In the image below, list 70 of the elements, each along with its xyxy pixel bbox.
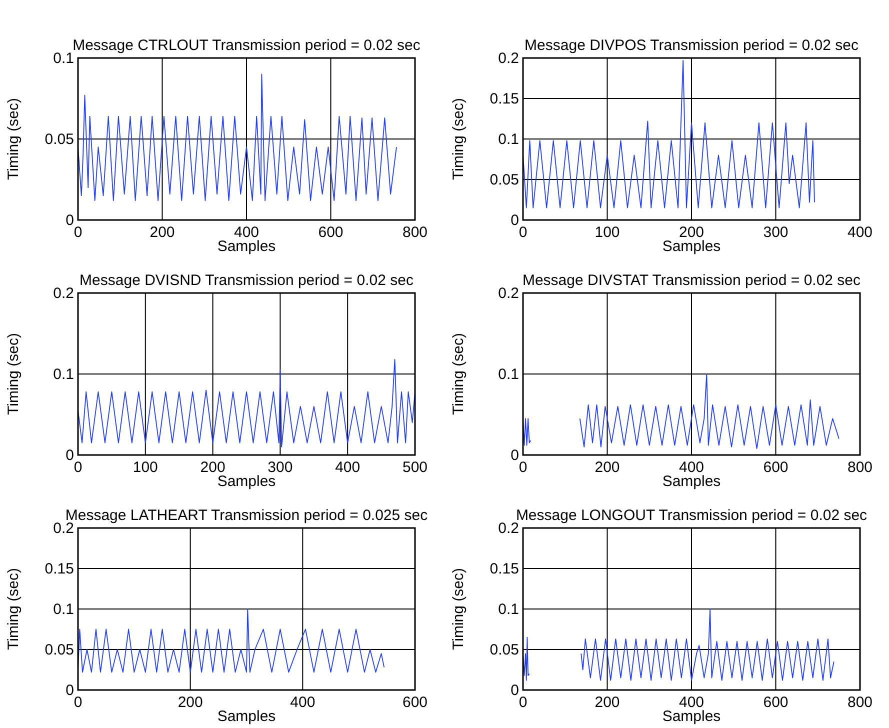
y-tick-label: 0.1 (53, 366, 74, 383)
line-series (579, 374, 840, 449)
x-axis-title: Samples (662, 708, 721, 725)
y-tick-label: 0 (510, 212, 519, 229)
y-axis-title: Timing (sec) (5, 98, 22, 180)
x-tick-label: 800 (847, 459, 873, 476)
x-tick-label: 200 (594, 459, 620, 476)
chart-title: Message DVISND Transmission period = 0.02 sec (80, 272, 414, 289)
y-tick-label: 0.2 (498, 50, 519, 67)
line-series (522, 636, 530, 681)
x-tick-label: 800 (847, 694, 873, 711)
y-tick-label: 0 (510, 447, 519, 464)
x-axis-title: Samples (217, 238, 276, 255)
y-tick-label: 0.1 (498, 366, 519, 383)
x-tick-label: 600 (763, 459, 788, 476)
x-tick-label: 400 (678, 459, 704, 476)
y-tick-label: 0.1 (53, 50, 74, 67)
y-tick-label: 0 (66, 682, 74, 699)
chart-title: Message CTRLOUT Transmission period = 0.02 sec (72, 37, 421, 54)
chart-title: Message DIVPOS Transmission period = 0.02 sec (524, 37, 859, 54)
x-tick-label: 600 (763, 694, 788, 711)
x-tick-label: 500 (402, 459, 428, 476)
x-tick-label: 400 (678, 694, 704, 711)
y-tick-label: 0 (510, 682, 519, 699)
y-tick-label: 0.1 (498, 601, 519, 618)
y-axis-title: Timing (sec) (5, 568, 22, 650)
x-tick-label: 400 (847, 224, 873, 241)
x-tick-label: 800 (402, 224, 428, 241)
y-tick-label: 0.05 (490, 642, 519, 658)
x-tick-label: 100 (594, 224, 620, 241)
x-axis-title: Samples (217, 473, 276, 490)
y-tick-label: 0 (66, 212, 74, 229)
x-tick-label: 600 (318, 224, 344, 241)
y-tick-label: 0.1 (53, 601, 74, 618)
x-tick-label: 300 (268, 459, 293, 476)
x-tick-label: 200 (200, 459, 226, 476)
line-series (522, 60, 815, 208)
y-axis-title: Timing (sec) (450, 568, 467, 650)
x-tick-label: 400 (234, 224, 260, 241)
y-axis-title: Timing (sec) (450, 333, 467, 415)
x-tick-label: 600 (402, 694, 428, 711)
x-axis-title: Samples (662, 473, 721, 490)
y-tick-label: 0.15 (490, 90, 519, 108)
y-tick-label: 0.05 (490, 172, 519, 188)
y-axis-title: Timing (sec) (5, 333, 22, 415)
line-series (78, 74, 397, 202)
x-tick-label: 200 (594, 694, 620, 711)
y-tick-label: 0.2 (498, 285, 519, 302)
y-tick-label: 0.15 (44, 560, 74, 578)
x-tick-label: 200 (150, 224, 175, 241)
chart-title: Message DIVSTAT Transmission period = 0.02 sec (522, 272, 862, 289)
line-series (78, 358, 416, 448)
y-tick-label: 0 (66, 447, 74, 464)
line-series (78, 608, 385, 673)
y-tick-label: 0.05 (44, 131, 74, 148)
y-tick-label: 0.05 (44, 642, 74, 658)
x-tick-label: 100 (132, 459, 158, 476)
y-tick-label: 0.2 (53, 285, 74, 302)
x-axis-title: Samples (217, 708, 276, 725)
y-axis-title: Timing (sec) (450, 98, 467, 180)
x-tick-label: 400 (335, 459, 360, 476)
x-tick-label: 200 (178, 694, 203, 711)
x-tick-label: 200 (678, 224, 704, 241)
x-tick-label: 400 (290, 694, 316, 711)
line-series (522, 418, 532, 446)
x-tick-label: 300 (763, 224, 788, 241)
x-axis-title: Samples (662, 238, 721, 255)
y-tick-label: 0.1 (498, 131, 519, 148)
line-series (580, 608, 834, 681)
y-tick-label: 0.15 (490, 560, 519, 578)
